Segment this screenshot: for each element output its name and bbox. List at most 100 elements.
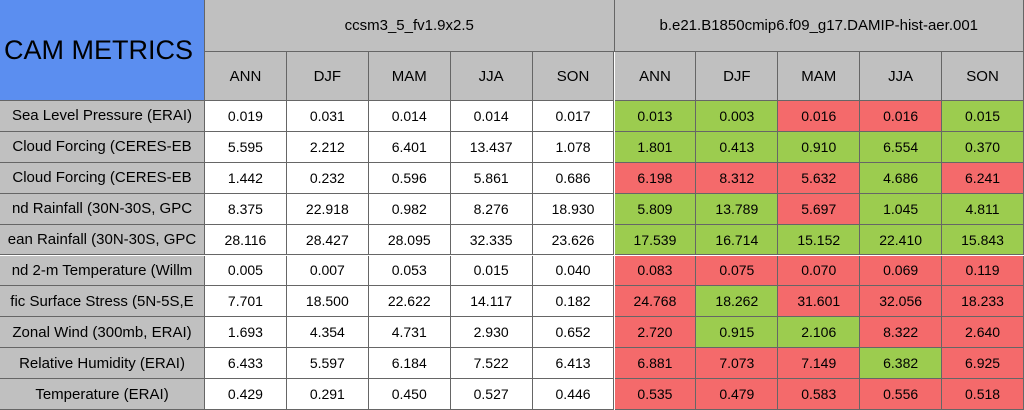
metric-value: 8.312 [696,162,779,194]
metric-value: 1.045 [860,193,943,225]
metric-value: 7.522 [450,348,533,380]
season-header: ANN [614,52,697,101]
metric-value: 0.652 [532,317,615,349]
metric-value: 0.007 [286,255,369,287]
metric-value: 2.212 [286,131,369,163]
table-title: CAM METRICS [0,0,205,101]
metric-value: 0.005 [205,255,287,287]
row-label: ean Rainfall (30N-30S, GPC [0,224,205,256]
metric-value: 0.556 [860,379,943,410]
metric-value: 0.083 [614,255,697,287]
metric-value: 0.003 [696,101,779,132]
metric-value: 0.015 [450,255,533,287]
metric-value: 0.583 [778,379,861,410]
season-header: DJF [696,52,779,101]
metric-value: 0.015 [942,101,1024,132]
season-header: SON [942,52,1024,101]
row-label: Cloud Forcing (CERES-EB [0,162,205,194]
metric-value: 0.017 [532,101,615,132]
metric-value: 0.291 [286,379,369,410]
season-header: JJA [860,52,943,101]
metric-value: 2.720 [614,317,697,349]
metric-value: 0.070 [778,255,861,287]
metric-value: 0.479 [696,379,779,410]
metric-value: 8.375 [205,193,287,225]
metric-value: 6.413 [532,348,615,380]
metric-value: 8.322 [860,317,943,349]
metric-value: 18.233 [942,286,1024,318]
metric-value: 0.182 [532,286,615,318]
metric-value: 0.016 [860,101,943,132]
metric-value: 0.982 [368,193,451,225]
metric-value: 5.595 [205,131,287,163]
metric-value: 7.149 [778,348,861,380]
metric-value: 13.789 [696,193,779,225]
row-label: nd 2-m Temperature (Willm [0,255,205,287]
metric-value: 4.731 [368,317,451,349]
metric-value: 32.056 [860,286,943,318]
metric-value: 6.184 [368,348,451,380]
metric-value: 0.596 [368,162,451,194]
metric-value: 0.232 [286,162,369,194]
metric-value: 6.881 [614,348,697,380]
metric-value: 31.601 [778,286,861,318]
metric-value: 0.370 [942,131,1024,163]
metric-value: 1.078 [532,131,615,163]
metric-value: 28.095 [368,224,451,256]
metric-value: 24.768 [614,286,697,318]
metric-value: 6.433 [205,348,287,380]
metric-value: 0.014 [368,101,451,132]
metric-value: 7.701 [205,286,287,318]
metric-value: 5.632 [778,162,861,194]
metric-value: 0.915 [696,317,779,349]
season-header: DJF [286,52,369,101]
metric-value: 18.500 [286,286,369,318]
metric-value: 0.016 [778,101,861,132]
metric-value: 6.925 [942,348,1024,380]
metric-value: 0.075 [696,255,779,287]
metric-value: 5.697 [778,193,861,225]
metric-value: 18.930 [532,193,615,225]
metric-value: 22.918 [286,193,369,225]
metric-value: 0.053 [368,255,451,287]
metric-value: 1.693 [205,317,287,349]
metric-value: 6.401 [368,131,451,163]
metric-value: 32.335 [450,224,533,256]
metric-value: 0.535 [614,379,697,410]
metric-value: 1.442 [205,162,287,194]
metric-value: 0.013 [614,101,697,132]
row-label: Relative Humidity (ERAI) [0,348,205,380]
season-header: ANN [205,52,287,101]
metric-value: 0.069 [860,255,943,287]
metric-value: 0.119 [942,255,1024,287]
metric-value: 6.554 [860,131,943,163]
metric-value: 6.198 [614,162,697,194]
metric-value: 0.019 [205,101,287,132]
metric-value: 15.152 [778,224,861,256]
metric-value: 4.354 [286,317,369,349]
metric-value: 0.450 [368,379,451,410]
metric-value: 23.626 [532,224,615,256]
metric-value: 22.622 [368,286,451,318]
group-header: ccsm3_5_fv1.9x2.5 [205,0,615,52]
season-header: SON [532,52,615,101]
metric-value: 2.640 [942,317,1024,349]
metric-value: 15.843 [942,224,1024,256]
metric-value: 28.427 [286,224,369,256]
metric-value: 13.437 [450,131,533,163]
metric-value: 22.410 [860,224,943,256]
metric-value: 0.910 [778,131,861,163]
metric-value: 14.117 [450,286,533,318]
row-label: fic Surface Stress (5N-5S,E [0,286,205,318]
metric-value: 0.518 [942,379,1024,410]
metric-value: 0.031 [286,101,369,132]
metric-value: 16.714 [696,224,779,256]
metric-value: 18.262 [696,286,779,318]
metric-value: 0.686 [532,162,615,194]
season-header: MAM [778,52,861,101]
row-label: Sea Level Pressure (ERAI) [0,101,205,132]
metric-value: 0.527 [450,379,533,410]
metric-value: 2.930 [450,317,533,349]
metric-value: 2.106 [778,317,861,349]
